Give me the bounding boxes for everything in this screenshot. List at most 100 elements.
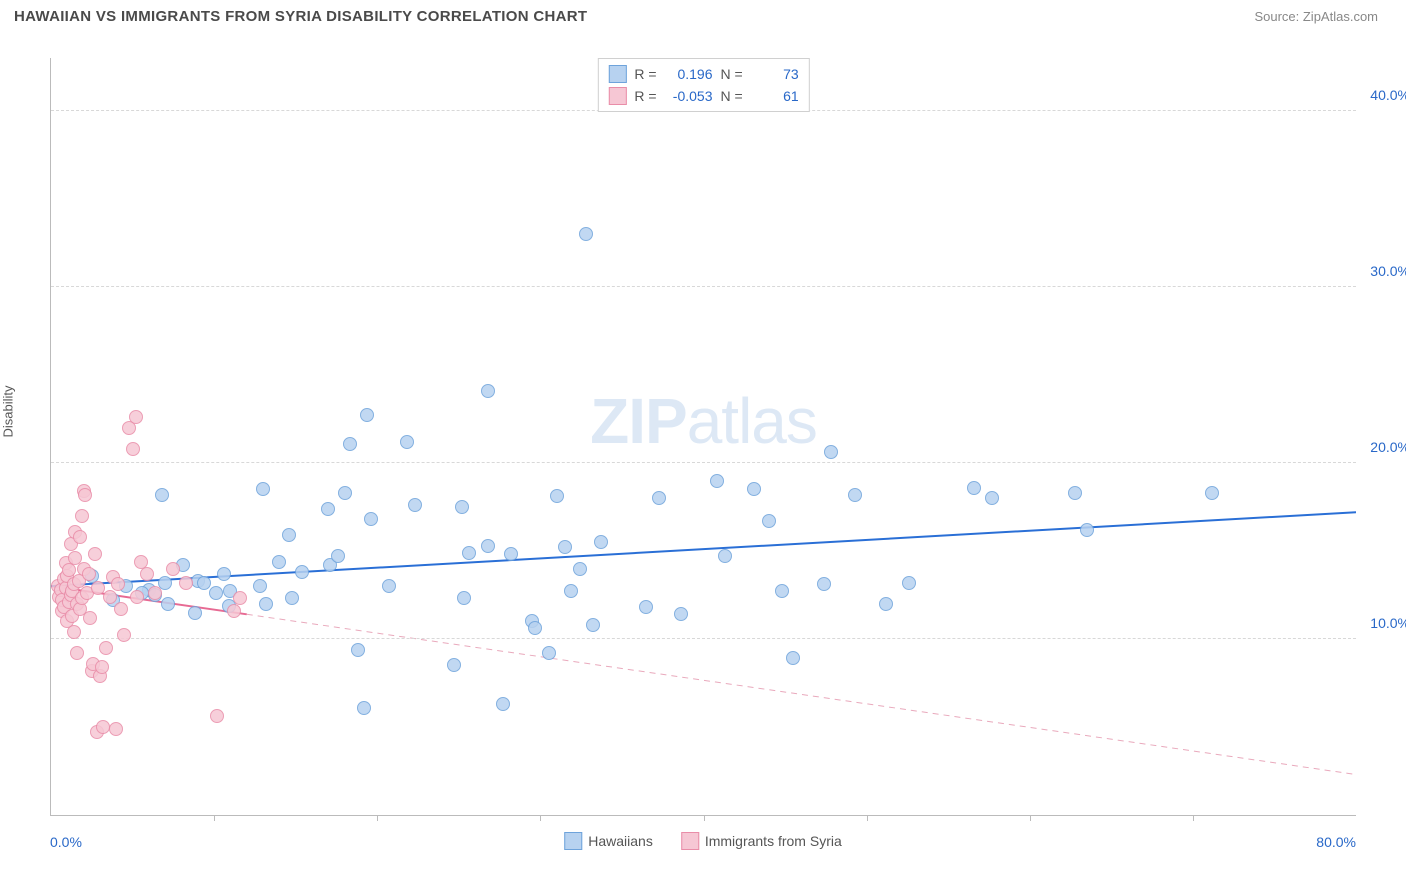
data-point <box>786 651 800 665</box>
n-label: N = <box>721 66 743 82</box>
y-tick-label: 10.0% <box>1360 615 1406 631</box>
data-point <box>1068 486 1082 500</box>
data-point <box>96 720 110 734</box>
data-point <box>78 488 92 502</box>
data-point <box>879 597 893 611</box>
data-point <box>210 709 224 723</box>
data-point <box>357 701 371 715</box>
gridline <box>51 462 1356 463</box>
x-tick <box>1030 815 1031 821</box>
x-tick <box>1193 815 1194 821</box>
data-point <box>504 547 518 561</box>
data-point <box>295 565 309 579</box>
data-point <box>824 445 838 459</box>
data-point <box>558 540 572 554</box>
y-axis-label: Disability <box>1 385 16 437</box>
r-label: R = <box>634 88 656 104</box>
data-point <box>99 641 113 655</box>
data-point <box>227 604 241 618</box>
data-point <box>762 514 776 528</box>
data-point <box>321 502 335 516</box>
data-point <box>674 607 688 621</box>
data-point <box>573 562 587 576</box>
data-point <box>481 539 495 553</box>
trend-lines <box>51 58 1356 815</box>
data-point <box>338 486 352 500</box>
r-value: 0.196 <box>665 66 713 82</box>
data-point <box>285 591 299 605</box>
data-point <box>343 437 357 451</box>
n-value: 61 <box>751 88 799 104</box>
data-point <box>148 586 162 600</box>
chart-header: HAWAIIAN VS IMMIGRANTS FROM SYRIA DISABI… <box>0 0 1406 25</box>
data-point <box>817 577 831 591</box>
data-point <box>161 597 175 611</box>
data-point <box>95 660 109 674</box>
data-point <box>550 489 564 503</box>
legend-series: Hawaiians Immigrants from Syria <box>564 832 842 850</box>
data-point <box>848 488 862 502</box>
data-point <box>747 482 761 496</box>
legend-swatch <box>608 87 626 105</box>
data-point <box>103 590 117 604</box>
data-point <box>985 491 999 505</box>
legend-label: Hawaiians <box>588 833 653 849</box>
data-point <box>111 577 125 591</box>
data-point <box>140 567 154 581</box>
x-tick <box>704 815 705 821</box>
data-point <box>67 625 81 639</box>
data-point <box>351 643 365 657</box>
r-label: R = <box>634 66 656 82</box>
legend-stats: R = 0.196 N = 73 R = -0.053 N = 61 <box>597 58 809 112</box>
data-point <box>579 227 593 241</box>
legend-swatch <box>681 832 699 850</box>
data-point <box>902 576 916 590</box>
data-point <box>117 628 131 642</box>
n-value: 73 <box>751 66 799 82</box>
n-label: N = <box>721 88 743 104</box>
y-tick-label: 20.0% <box>1360 439 1406 455</box>
legend-item: Hawaiians <box>564 832 653 850</box>
gridline <box>51 638 1356 639</box>
data-point <box>129 410 143 424</box>
data-point <box>82 567 96 581</box>
data-point <box>594 535 608 549</box>
data-point <box>652 491 666 505</box>
data-point <box>462 546 476 560</box>
plot-area: ZIPatlas R =0.196N =73R =-0.053N =61 10.… <box>50 58 1356 816</box>
data-point <box>155 488 169 502</box>
watermark: ZIPatlas <box>590 384 817 458</box>
x-tick <box>867 815 868 821</box>
legend-label: Immigrants from Syria <box>705 833 842 849</box>
data-point <box>775 584 789 598</box>
data-point <box>179 576 193 590</box>
data-point <box>197 576 211 590</box>
data-point <box>564 584 578 598</box>
r-value: -0.053 <box>665 88 713 104</box>
data-point <box>718 549 732 563</box>
data-point <box>331 549 345 563</box>
legend-item: Immigrants from Syria <box>681 832 842 850</box>
y-tick-label: 40.0% <box>1360 87 1406 103</box>
data-point <box>233 591 247 605</box>
legend-stat-row: R = 0.196 N = 73 <box>608 63 798 85</box>
data-point <box>109 722 123 736</box>
data-point <box>73 530 87 544</box>
data-point <box>259 597 273 611</box>
data-point <box>188 606 202 620</box>
gridline <box>51 286 1356 287</box>
data-point <box>710 474 724 488</box>
data-point <box>528 621 542 635</box>
y-tick-label: 30.0% <box>1360 263 1406 279</box>
legend-swatch <box>564 832 582 850</box>
data-point <box>360 408 374 422</box>
data-point <box>70 646 84 660</box>
data-point <box>1205 486 1219 500</box>
data-point <box>967 481 981 495</box>
data-point <box>217 567 231 581</box>
data-point <box>639 600 653 614</box>
data-point <box>586 618 600 632</box>
data-point <box>114 602 128 616</box>
data-point <box>126 442 140 456</box>
data-point <box>1080 523 1094 537</box>
